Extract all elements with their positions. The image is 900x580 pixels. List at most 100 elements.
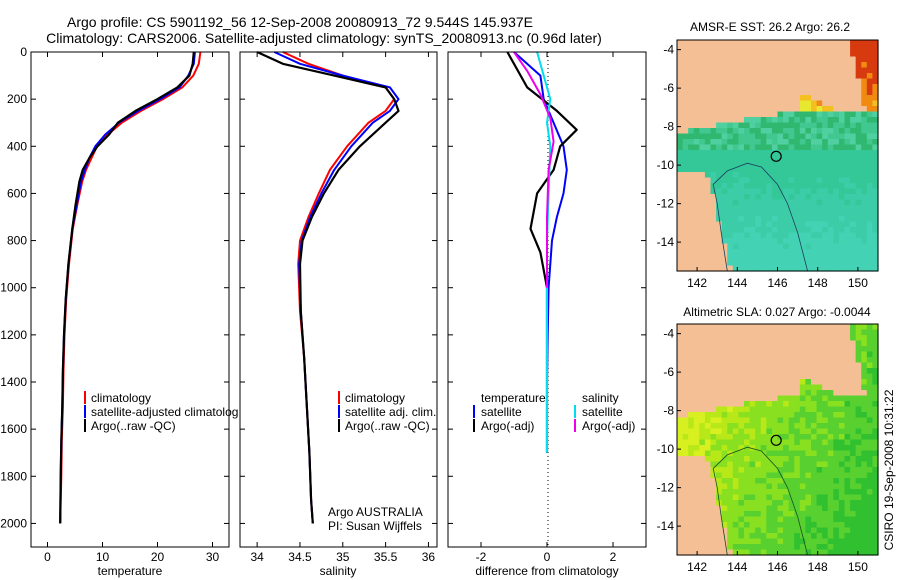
map-cell bbox=[766, 450, 773, 457]
map-cell bbox=[766, 511, 773, 518]
map-cell bbox=[749, 390, 756, 397]
map-cell bbox=[688, 205, 695, 212]
map-cell bbox=[783, 260, 790, 267]
map-cell bbox=[732, 423, 740, 430]
map-cell bbox=[755, 172, 762, 179]
map-cell bbox=[682, 227, 689, 234]
map-cell bbox=[850, 166, 857, 173]
map-cell bbox=[710, 340, 717, 347]
map-cell bbox=[844, 505, 851, 512]
map-cell bbox=[704, 205, 712, 212]
map-cell bbox=[704, 483, 712, 490]
y-tick-label: 600 bbox=[7, 186, 27, 200]
map-cell bbox=[771, 395, 779, 402]
map-cell bbox=[716, 357, 723, 364]
map-cell bbox=[872, 412, 879, 419]
map-cell bbox=[749, 412, 756, 419]
map-cell bbox=[850, 172, 857, 179]
map-cell bbox=[704, 221, 712, 228]
map-cell bbox=[727, 511, 734, 518]
map-cell bbox=[850, 56, 857, 63]
map-cell bbox=[872, 450, 879, 457]
map-cell bbox=[749, 324, 756, 331]
map-cell bbox=[844, 428, 851, 435]
map-cell bbox=[788, 362, 795, 369]
map-cell bbox=[872, 243, 879, 250]
map-cell bbox=[727, 260, 734, 267]
map-cell bbox=[788, 254, 795, 261]
map-cell bbox=[699, 40, 706, 47]
map-cell bbox=[783, 133, 790, 140]
map-cell bbox=[710, 412, 717, 419]
map-cell bbox=[822, 56, 829, 63]
map-cell bbox=[688, 329, 695, 336]
map-cell bbox=[794, 346, 801, 353]
map-cell bbox=[710, 522, 717, 529]
map-cell bbox=[744, 177, 751, 184]
map-cell bbox=[732, 384, 740, 391]
map-cell bbox=[721, 106, 728, 113]
map-cell bbox=[771, 467, 779, 474]
map-cell bbox=[827, 500, 834, 507]
map-cell bbox=[732, 362, 740, 369]
map-cell bbox=[861, 417, 868, 424]
map-cell bbox=[816, 183, 823, 190]
map-cell bbox=[738, 133, 745, 140]
map-cell bbox=[783, 511, 790, 518]
map-cell bbox=[850, 265, 857, 272]
map-cell bbox=[872, 401, 879, 408]
map-cell bbox=[738, 439, 745, 446]
map-cell bbox=[732, 489, 740, 496]
map-cell bbox=[777, 260, 784, 267]
map-cell bbox=[794, 40, 801, 47]
map-cell bbox=[861, 373, 868, 380]
map-cell bbox=[693, 516, 700, 523]
map-cell bbox=[699, 533, 706, 540]
map-cell bbox=[838, 232, 846, 239]
map-cell bbox=[682, 95, 689, 102]
legend-label: climatology bbox=[345, 391, 405, 405]
map-cell bbox=[738, 139, 745, 146]
map-cell bbox=[771, 439, 779, 446]
map-cell bbox=[744, 489, 751, 496]
map-cell bbox=[749, 439, 756, 446]
map-cell bbox=[811, 494, 818, 501]
map-cell bbox=[677, 544, 684, 551]
map-cell bbox=[827, 379, 834, 386]
map-cell bbox=[699, 527, 706, 534]
map-cell bbox=[721, 45, 728, 52]
map-cell bbox=[699, 478, 706, 485]
map-cell bbox=[850, 390, 857, 397]
map-cell bbox=[755, 111, 762, 118]
map-cell bbox=[755, 340, 762, 347]
map-cell bbox=[688, 188, 695, 195]
map-cell bbox=[816, 478, 823, 485]
map-cell bbox=[721, 472, 728, 479]
map-cell bbox=[816, 150, 823, 157]
map-cell bbox=[866, 362, 874, 369]
temperature-xlabel: temperature bbox=[98, 564, 163, 578]
map-cell bbox=[861, 40, 868, 47]
map-cell bbox=[833, 194, 840, 201]
map-cell bbox=[721, 489, 728, 496]
map-cell bbox=[850, 538, 857, 545]
map-cell bbox=[788, 139, 795, 146]
map-cell bbox=[811, 324, 818, 331]
map-cell bbox=[688, 368, 695, 375]
map-cell bbox=[744, 78, 751, 85]
map-x-tick-label: 150 bbox=[848, 276, 868, 290]
map-cell bbox=[766, 461, 773, 468]
map-cell bbox=[738, 511, 745, 518]
map-cell bbox=[827, 243, 834, 250]
map-cell bbox=[710, 533, 717, 540]
map-cell bbox=[749, 538, 756, 545]
map-cell bbox=[732, 183, 740, 190]
map-cell bbox=[704, 516, 712, 523]
map-cell bbox=[816, 95, 823, 102]
map-cell bbox=[777, 483, 784, 490]
map-cell bbox=[760, 329, 767, 336]
map-x-tick-label: 150 bbox=[848, 560, 868, 574]
map-cell bbox=[682, 260, 689, 267]
map-cell bbox=[866, 161, 874, 168]
map-cell bbox=[693, 406, 700, 413]
